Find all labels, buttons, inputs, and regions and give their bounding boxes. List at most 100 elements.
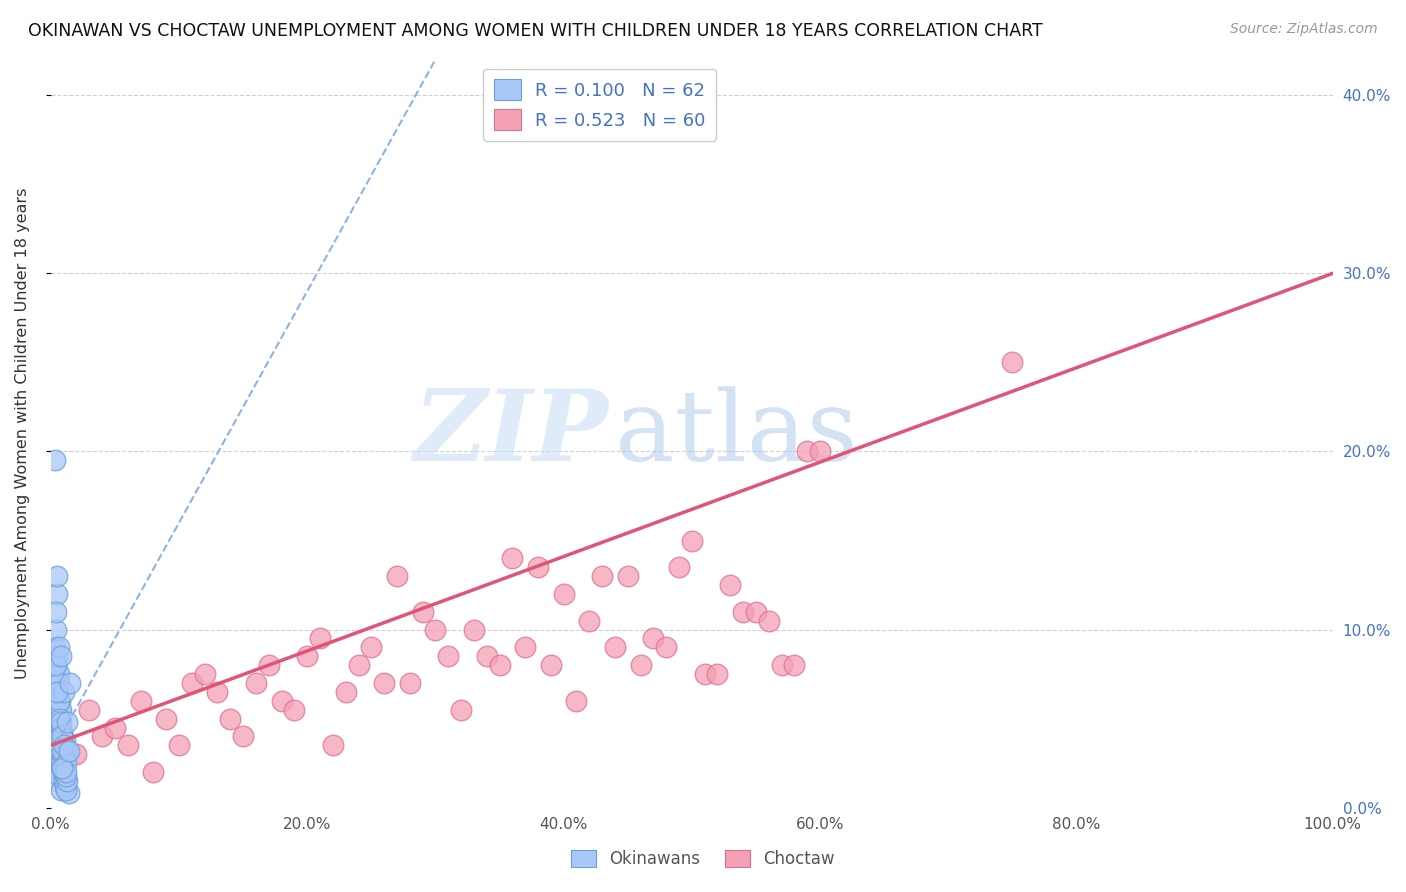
Point (49, 649, 72, 664)
Point (540, 658, 562, 673)
Point (45, 756, 67, 771)
Point (53, 780, 76, 794)
Point (501, 551, 523, 566)
Point (51, 751, 73, 765)
Point (48, 667, 70, 681)
Point (745, 605, 768, 619)
Point (45, 658, 67, 673)
Point (360, 640, 382, 655)
Point (48, 676, 70, 690)
Point (643, 632, 665, 646)
Point (52, 739, 75, 753)
Point (232, 730, 254, 744)
Point (79, 703, 101, 717)
Point (46, 569, 69, 583)
Point (91, 730, 114, 744)
Point (46, 587, 69, 601)
Point (297, 649, 319, 664)
Point (129, 694, 152, 708)
Point (55, 756, 77, 771)
Point (591, 569, 613, 583)
Point (48, 694, 70, 708)
Point (49, 712, 72, 726)
Point (44, 640, 66, 655)
Point (49, 715, 72, 730)
Point (49, 756, 72, 771)
Point (51, 762, 73, 776)
Point (219, 712, 242, 726)
Point (46, 712, 69, 726)
Point (437, 649, 460, 664)
Point (180, 676, 202, 690)
Point (55, 747, 77, 762)
Point (681, 533, 703, 548)
Point (603, 640, 626, 655)
Text: OKINAWAN VS CHOCTAW UNEMPLOYMENT AMONG WOMEN WITH CHILDREN UNDER 18 YEARS CORREL: OKINAWAN VS CHOCTAW UNEMPLOYMENT AMONG W… (28, 22, 1043, 40)
Point (55, 783, 77, 797)
Point (52, 685, 75, 699)
Text: ZIP: ZIP (413, 385, 609, 482)
Point (808, 444, 831, 458)
Point (52, 769, 75, 783)
Point (49, 721, 72, 735)
Point (194, 667, 217, 681)
Point (46, 649, 69, 664)
Point (630, 658, 652, 673)
Point (733, 605, 755, 619)
Y-axis label: Unemployment Among Women with Children Under 18 years: Unemployment Among Women with Children U… (15, 188, 30, 680)
Point (51, 744, 73, 758)
Point (450, 703, 472, 717)
Point (55, 769, 77, 783)
Point (412, 605, 434, 619)
Point (783, 658, 806, 673)
Point (42, 721, 65, 735)
Point (117, 739, 139, 753)
Point (48, 769, 70, 783)
Point (59, 676, 82, 690)
Text: atlas: atlas (614, 385, 858, 482)
Point (245, 676, 267, 690)
Point (48, 640, 70, 655)
Point (385, 569, 408, 583)
Point (475, 649, 498, 664)
Point (44, 667, 66, 681)
Point (167, 739, 190, 753)
Legend: Okinawans, Choctaw: Okinawans, Choctaw (564, 843, 842, 875)
Point (45, 623, 67, 637)
Point (49, 747, 72, 762)
Point (46, 774, 69, 789)
Point (527, 560, 550, 574)
Point (49, 730, 72, 744)
Point (706, 667, 728, 681)
Point (309, 632, 332, 646)
Point (207, 685, 229, 699)
Point (51, 762, 73, 776)
Point (515, 640, 537, 655)
Point (155, 712, 177, 726)
Point (578, 614, 600, 628)
Point (56, 715, 79, 730)
Point (693, 667, 716, 681)
Point (796, 444, 818, 458)
Text: Source: ZipAtlas.com: Source: ZipAtlas.com (1230, 22, 1378, 37)
Point (655, 640, 678, 655)
Point (53, 733, 76, 747)
Point (49, 783, 72, 797)
Point (65, 747, 87, 762)
Point (322, 739, 344, 753)
Point (283, 703, 305, 717)
Point (770, 658, 793, 673)
Point (142, 765, 165, 780)
Point (425, 623, 447, 637)
Point (347, 658, 370, 673)
Point (52, 765, 75, 780)
Point (463, 623, 485, 637)
Point (49, 703, 72, 717)
Point (49, 703, 72, 717)
Point (52, 739, 75, 753)
Point (398, 676, 420, 690)
Point (257, 658, 280, 673)
Point (58, 744, 80, 758)
Point (270, 694, 292, 708)
Point (758, 614, 780, 628)
